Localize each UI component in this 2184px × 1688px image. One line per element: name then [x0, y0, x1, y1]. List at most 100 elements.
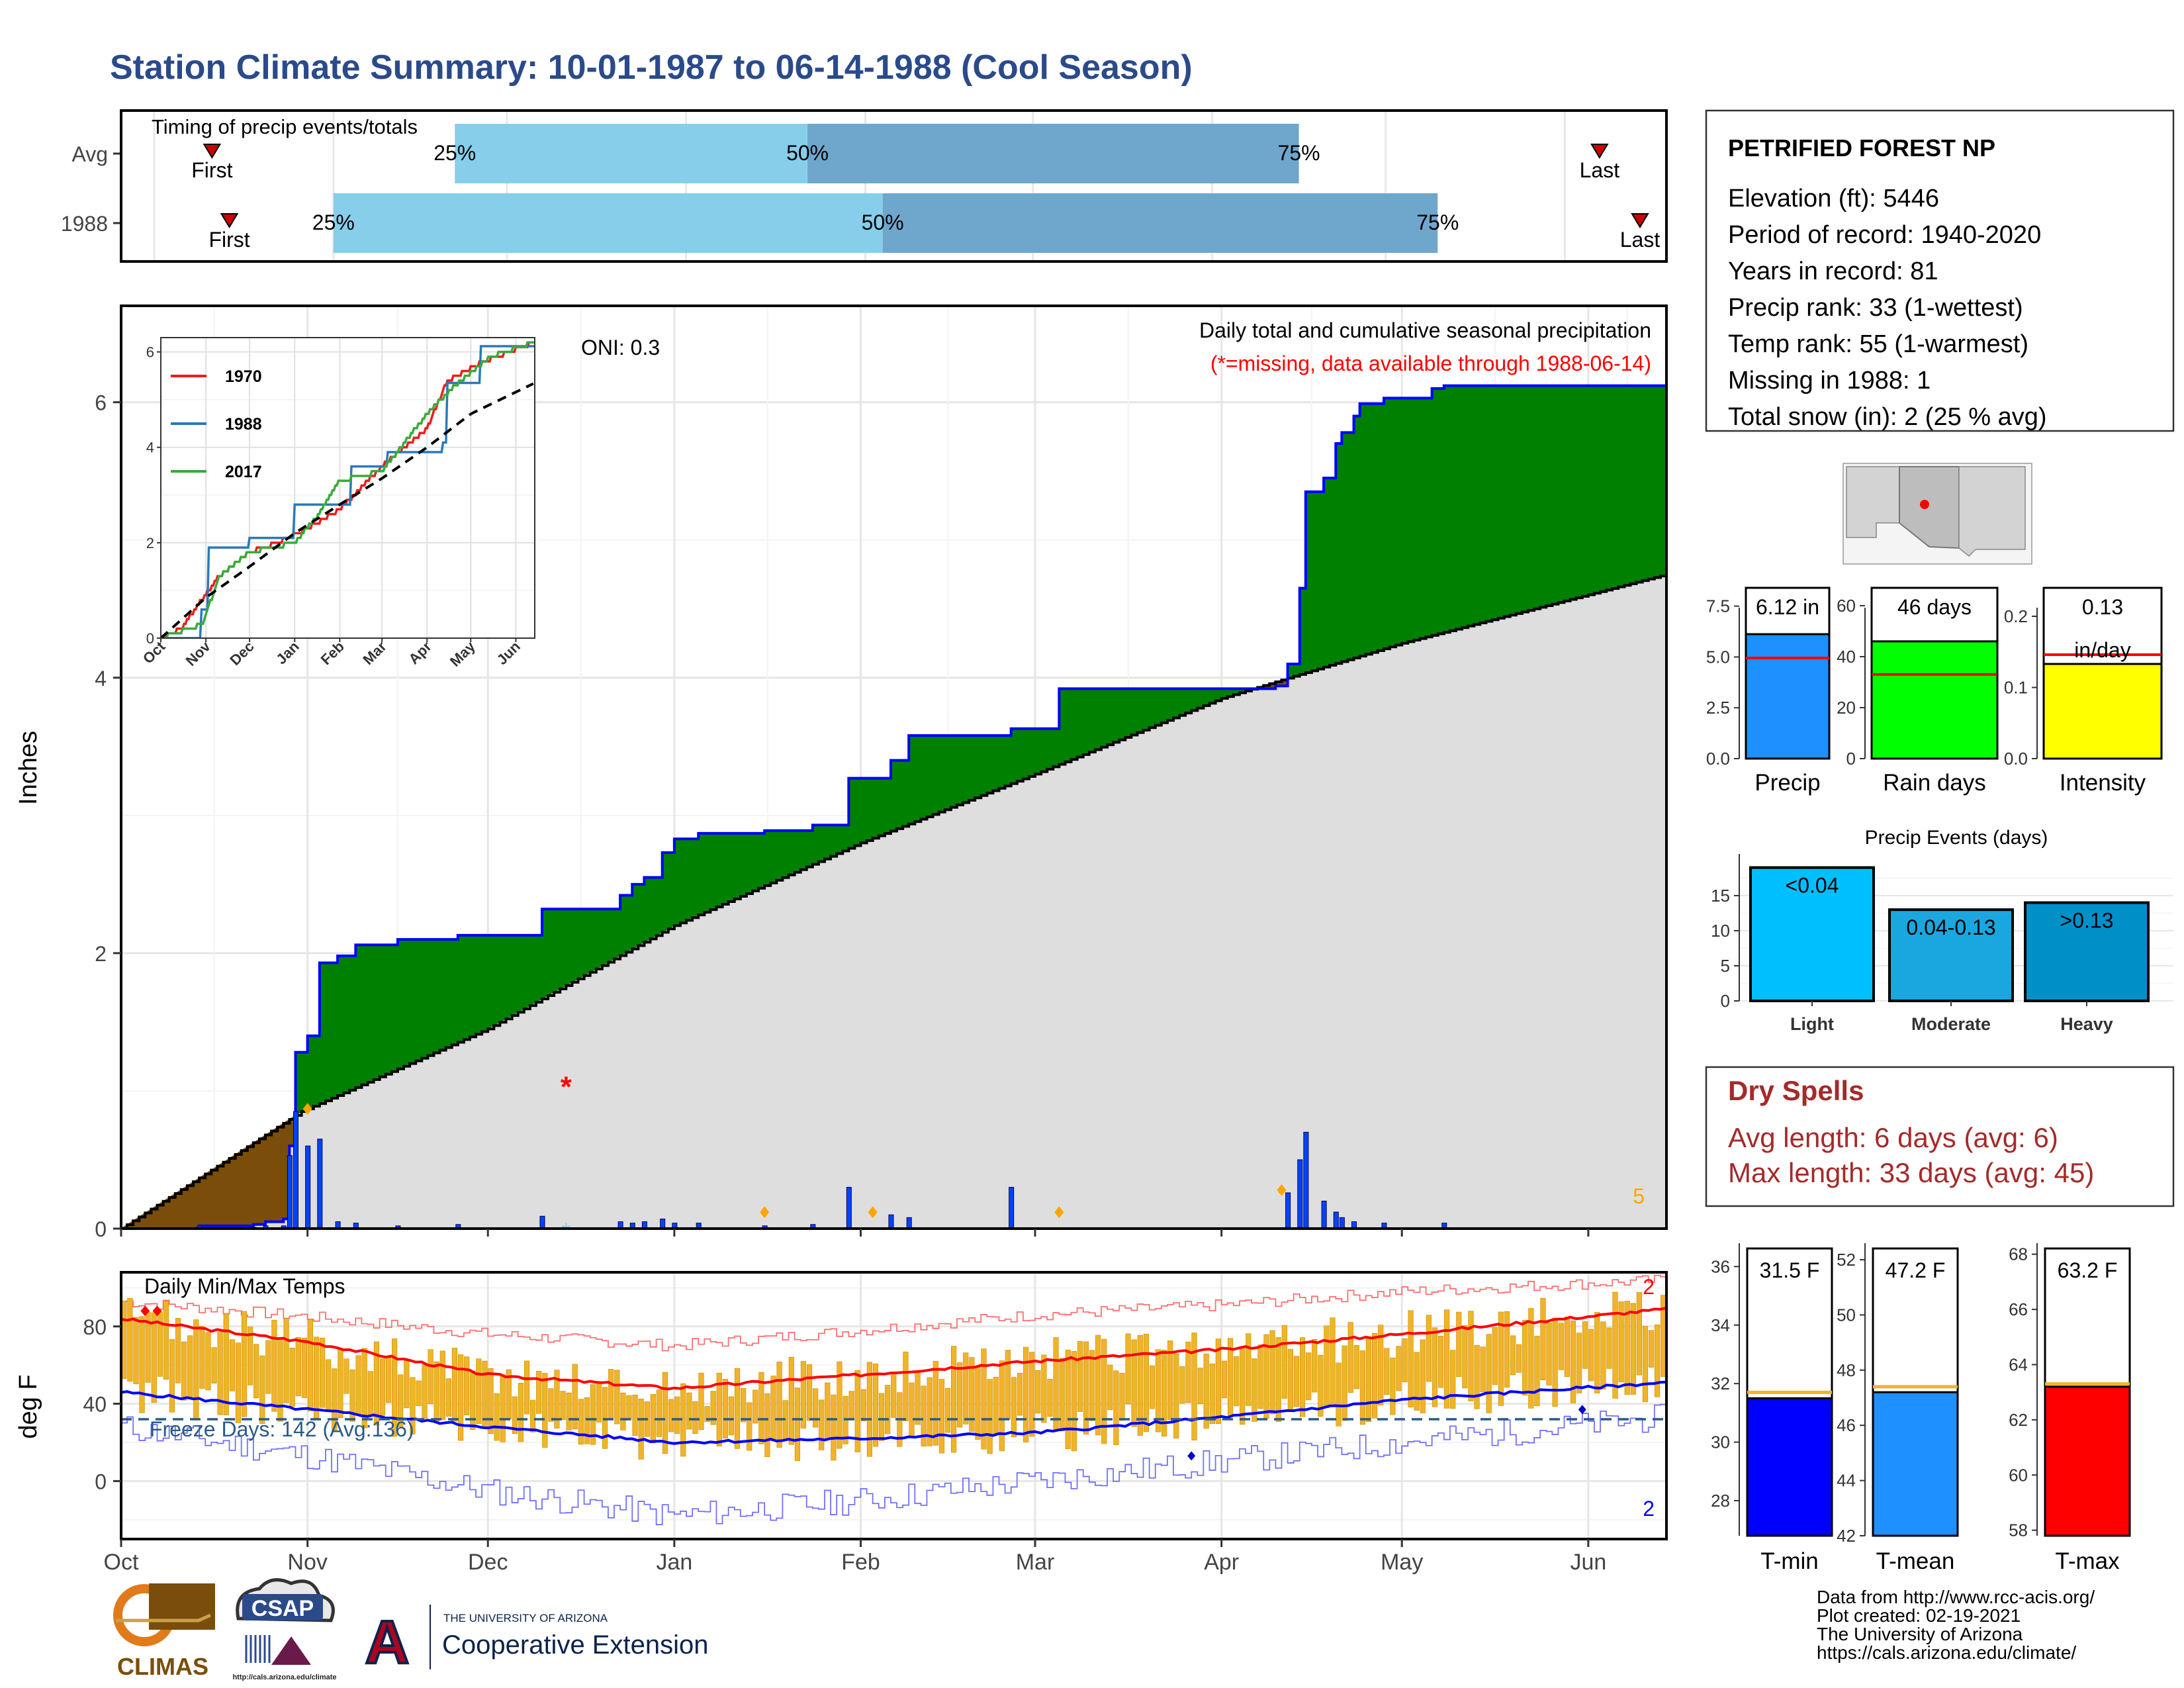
temp-range-bar [1071, 1351, 1077, 1452]
mini-bar-value-label: 0.13 [2082, 595, 2123, 619]
temp-range-bar [704, 1406, 710, 1422]
tbar-tick-label: 58 [2009, 1521, 2028, 1540]
station-info-line: Temp rank: 55 (1-warmest) [1728, 330, 2028, 358]
temp-range-bar [1215, 1338, 1221, 1424]
tmax-average-line [121, 1306, 1666, 1391]
temp-range-bar [181, 1341, 187, 1401]
temp-range-bar [1648, 1330, 1655, 1368]
x-axis-month-label: Jun [1570, 1550, 1606, 1575]
temp-plot-border [120, 1271, 1668, 1540]
main-y-axis-label: Inches [15, 731, 42, 805]
tbar-category: T-mean [1876, 1548, 1955, 1574]
footer-line: Plot created: 02-19-2021 [1817, 1605, 2021, 1626]
temp-range-bar [638, 1398, 644, 1460]
temp-range-bar [837, 1361, 842, 1449]
timing-panel-border [120, 109, 1668, 263]
temp-range-bar [1528, 1308, 1534, 1409]
temp-range-bar [289, 1347, 295, 1407]
tbar-tick-label: 32 [1711, 1374, 1730, 1393]
temp-range-bar [674, 1396, 680, 1434]
inset-x-tick-label: Mar [359, 638, 390, 669]
temp-y-tick-label: 40 [83, 1393, 107, 1417]
temp-y-tick-label: 80 [83, 1315, 107, 1339]
temp-range-bar [662, 1372, 668, 1454]
temp-range-bar [470, 1370, 476, 1430]
events-bar [1749, 866, 1875, 1002]
inset-x-tick-label: Dec [226, 638, 257, 669]
temp-range-bar [831, 1394, 837, 1461]
temp-range-bar [1083, 1341, 1089, 1434]
temp-range-bar [1035, 1370, 1041, 1414]
record-low-marker [1578, 1405, 1586, 1415]
temp-range-bar [476, 1358, 482, 1425]
temp-range-bar [1053, 1337, 1059, 1430]
temp-range-bar [235, 1342, 242, 1423]
first-marker [220, 213, 239, 228]
temp-range-bar [1306, 1352, 1312, 1401]
tbar-tick-label: 28 [1711, 1491, 1730, 1511]
temp-range-bar [338, 1348, 343, 1419]
mini-tick-label: 7.5 [1706, 596, 1730, 616]
temp-range-bar [1444, 1309, 1450, 1409]
temp-range-bar [355, 1355, 361, 1415]
daily-precip-bar [335, 1221, 341, 1229]
temp-range-bar [367, 1371, 373, 1417]
inset-border [160, 337, 535, 639]
temp-range-bar [1011, 1377, 1017, 1438]
temp-range-bar [1359, 1350, 1366, 1425]
snow-marker [760, 1206, 770, 1219]
footer-line: Data from http://www.rcc-acis.org/ [1817, 1587, 2095, 1607]
temp-range-bar [1642, 1326, 1649, 1403]
mini-tick-label: 0.0 [1706, 749, 1730, 769]
snow-marker [1054, 1206, 1064, 1219]
record-high-marker [140, 1305, 150, 1317]
csap-mountain [271, 1636, 311, 1665]
temp-range-bar [614, 1370, 620, 1425]
inset-y-tick-label: 0 [146, 630, 154, 647]
daily-precip-bar [1381, 1223, 1387, 1229]
temp-range-bar [927, 1377, 933, 1446]
temp-range-bar [866, 1362, 873, 1457]
mini-tick-label: 40 [1837, 647, 1856, 667]
temp-range-bar [445, 1378, 452, 1417]
temp-range-bar [1197, 1368, 1203, 1405]
temp-range-bar [518, 1383, 524, 1442]
temp-range-bar [277, 1338, 283, 1422]
main-plot-border [120, 305, 1668, 1230]
temp-range-bar [349, 1369, 355, 1422]
temp-range-bar [1330, 1317, 1336, 1407]
temp-range-bar [596, 1382, 602, 1423]
inset-x-tick-label: Feb [318, 638, 347, 668]
temp-range-bar [1402, 1338, 1408, 1383]
temp-range-bar [741, 1388, 747, 1423]
timing-q75-label: 75% [1416, 211, 1459, 234]
ua-logo-big-text: Cooperative Extension [442, 1630, 708, 1660]
first-label: First [208, 228, 250, 252]
temp-range-bar [283, 1318, 289, 1403]
mini-bar-value [2042, 663, 2163, 760]
temp-range-bar [747, 1402, 752, 1451]
temp-range-bar [1655, 1324, 1661, 1397]
temp-range-bar [253, 1344, 259, 1399]
temp-range-bar [1522, 1319, 1528, 1396]
tbar-value [1872, 1391, 1959, 1537]
inset-series-1988 [161, 345, 535, 638]
missing-marker-base: * [561, 1218, 570, 1245]
temp-range-bar [451, 1348, 458, 1422]
temp-range-bar [457, 1354, 464, 1441]
daily-precip-bar [1009, 1187, 1015, 1229]
temp-range-bar [1426, 1315, 1432, 1382]
temp-range-bar [1540, 1297, 1546, 1381]
tbar-tick-label: 44 [1837, 1471, 1856, 1491]
mini-tick-label: 0.0 [2004, 749, 2028, 769]
tbar-tick-label: 50 [1837, 1305, 1856, 1325]
mini-tick-label: 20 [1837, 698, 1856, 718]
temp-range-bar [981, 1348, 987, 1450]
temp-range-bar [1480, 1346, 1486, 1393]
dry-spells-box [1705, 1066, 2175, 1207]
temp-range-bar [1594, 1312, 1600, 1393]
temp-range-bar [1552, 1317, 1558, 1407]
mini-tick-label: 0.1 [2004, 678, 2028, 698]
temp-range-bar [1209, 1363, 1215, 1424]
temp-range-bar [295, 1337, 301, 1397]
